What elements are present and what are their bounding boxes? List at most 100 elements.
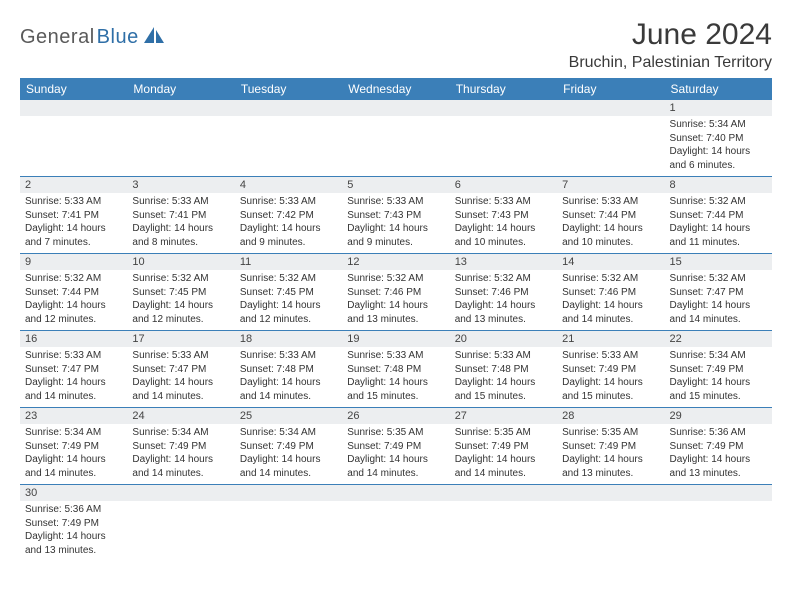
sunset-text: Sunset: 7:43 PM [347,209,444,223]
daylight-text: Daylight: 14 hours [132,453,229,467]
day-number-cell: 19 [342,331,449,348]
day-number-cell: 9 [20,254,127,271]
sunset-text: Sunset: 7:46 PM [347,286,444,300]
sunrise-text: Sunrise: 5:35 AM [347,426,444,440]
daylight-text: and 14 minutes. [132,390,229,404]
day-number-cell: 7 [557,177,664,194]
daylight-text: and 8 minutes. [132,236,229,250]
day-number-cell [235,100,342,116]
sunset-text: Sunset: 7:44 PM [25,286,122,300]
day-detail-row: Sunrise: 5:33 AMSunset: 7:47 PMDaylight:… [20,347,772,408]
daylight-text: and 11 minutes. [670,236,767,250]
daylight-text: and 13 minutes. [347,313,444,327]
day-detail-cell [557,116,664,177]
day-number-cell: 28 [557,408,664,425]
day-header: Friday [557,78,664,100]
day-detail-cell: Sunrise: 5:32 AMSunset: 7:46 PMDaylight:… [557,270,664,331]
day-number-cell [127,100,234,116]
daylight-text: Daylight: 14 hours [455,222,552,236]
day-number-cell [450,485,557,502]
day-number-cell: 15 [665,254,772,271]
day-detail-cell [450,116,557,177]
day-number-cell: 1 [665,100,772,116]
daylight-text: Daylight: 14 hours [240,299,337,313]
sunrise-text: Sunrise: 5:36 AM [670,426,767,440]
day-detail-cell: Sunrise: 5:32 AMSunset: 7:45 PMDaylight:… [127,270,234,331]
sunrise-text: Sunrise: 5:33 AM [132,349,229,363]
day-number-cell: 16 [20,331,127,348]
day-number-cell: 6 [450,177,557,194]
daylight-text: Daylight: 14 hours [670,145,767,159]
day-detail-cell [127,501,234,561]
day-detail-cell: Sunrise: 5:33 AMSunset: 7:48 PMDaylight:… [342,347,449,408]
day-number-cell [235,485,342,502]
sunset-text: Sunset: 7:46 PM [455,286,552,300]
daylight-text: and 15 minutes. [347,390,444,404]
sunrise-text: Sunrise: 5:33 AM [25,349,122,363]
sail-icon [143,27,165,48]
calendar-table: Sunday Monday Tuesday Wednesday Thursday… [20,78,772,561]
day-header: Tuesday [235,78,342,100]
title-block: June 2024 Bruchin, Palestinian Territory [569,18,772,72]
day-number-row: 23242526272829 [20,408,772,425]
day-number-cell [127,485,234,502]
daylight-text: Daylight: 14 hours [455,299,552,313]
day-detail-cell: Sunrise: 5:32 AMSunset: 7:47 PMDaylight:… [665,270,772,331]
day-detail-cell: Sunrise: 5:33 AMSunset: 7:47 PMDaylight:… [127,347,234,408]
sunrise-text: Sunrise: 5:33 AM [455,195,552,209]
sunset-text: Sunset: 7:49 PM [670,440,767,454]
daylight-text: and 14 minutes. [25,467,122,481]
daylight-text: and 9 minutes. [347,236,444,250]
sunset-text: Sunset: 7:49 PM [240,440,337,454]
day-detail-cell: Sunrise: 5:36 AMSunset: 7:49 PMDaylight:… [20,501,127,561]
daylight-text: Daylight: 14 hours [670,299,767,313]
day-detail-cell: Sunrise: 5:35 AMSunset: 7:49 PMDaylight:… [450,424,557,485]
daylight-text: Daylight: 14 hours [347,222,444,236]
day-detail-cell [450,501,557,561]
sunset-text: Sunset: 7:49 PM [347,440,444,454]
daylight-text: Daylight: 14 hours [132,376,229,390]
sunset-text: Sunset: 7:42 PM [240,209,337,223]
daylight-text: Daylight: 14 hours [132,222,229,236]
day-detail-cell [20,116,127,177]
brand-logo: General Blue [20,18,165,49]
daylight-text: and 13 minutes. [670,467,767,481]
day-detail-cell: Sunrise: 5:34 AMSunset: 7:49 PMDaylight:… [127,424,234,485]
daylight-text: and 12 minutes. [132,313,229,327]
daylight-text: Daylight: 14 hours [25,299,122,313]
day-detail-row: Sunrise: 5:34 AMSunset: 7:49 PMDaylight:… [20,424,772,485]
sunset-text: Sunset: 7:47 PM [670,286,767,300]
day-number-cell: 21 [557,331,664,348]
daylight-text: and 14 minutes. [455,467,552,481]
daylight-text: and 14 minutes. [347,467,444,481]
page-header: General Blue June 2024 Bruchin, Palestin… [20,18,772,72]
daylight-text: and 15 minutes. [562,390,659,404]
sunrise-text: Sunrise: 5:35 AM [455,426,552,440]
day-number-cell: 12 [342,254,449,271]
day-detail-cell: Sunrise: 5:32 AMSunset: 7:46 PMDaylight:… [342,270,449,331]
daylight-text: and 15 minutes. [455,390,552,404]
day-header-row: Sunday Monday Tuesday Wednesday Thursday… [20,78,772,100]
sunset-text: Sunset: 7:41 PM [25,209,122,223]
daylight-text: Daylight: 14 hours [347,299,444,313]
sunrise-text: Sunrise: 5:32 AM [670,272,767,286]
daylight-text: Daylight: 14 hours [670,453,767,467]
day-detail-cell: Sunrise: 5:33 AMSunset: 7:44 PMDaylight:… [557,193,664,254]
day-number-cell: 8 [665,177,772,194]
day-detail-cell [235,116,342,177]
daylight-text: Daylight: 14 hours [562,453,659,467]
day-detail-row: Sunrise: 5:36 AMSunset: 7:49 PMDaylight:… [20,501,772,561]
sunrise-text: Sunrise: 5:34 AM [670,349,767,363]
day-detail-cell: Sunrise: 5:32 AMSunset: 7:44 PMDaylight:… [665,193,772,254]
day-header: Thursday [450,78,557,100]
day-number-cell: 25 [235,408,342,425]
day-number-cell [342,485,449,502]
day-detail-cell: Sunrise: 5:33 AMSunset: 7:41 PMDaylight:… [20,193,127,254]
sunset-text: Sunset: 7:47 PM [25,363,122,377]
day-number-cell [450,100,557,116]
sunrise-text: Sunrise: 5:32 AM [455,272,552,286]
daylight-text: Daylight: 14 hours [455,453,552,467]
day-number-row: 9101112131415 [20,254,772,271]
day-detail-row: Sunrise: 5:34 AMSunset: 7:40 PMDaylight:… [20,116,772,177]
day-detail-cell: Sunrise: 5:36 AMSunset: 7:49 PMDaylight:… [665,424,772,485]
